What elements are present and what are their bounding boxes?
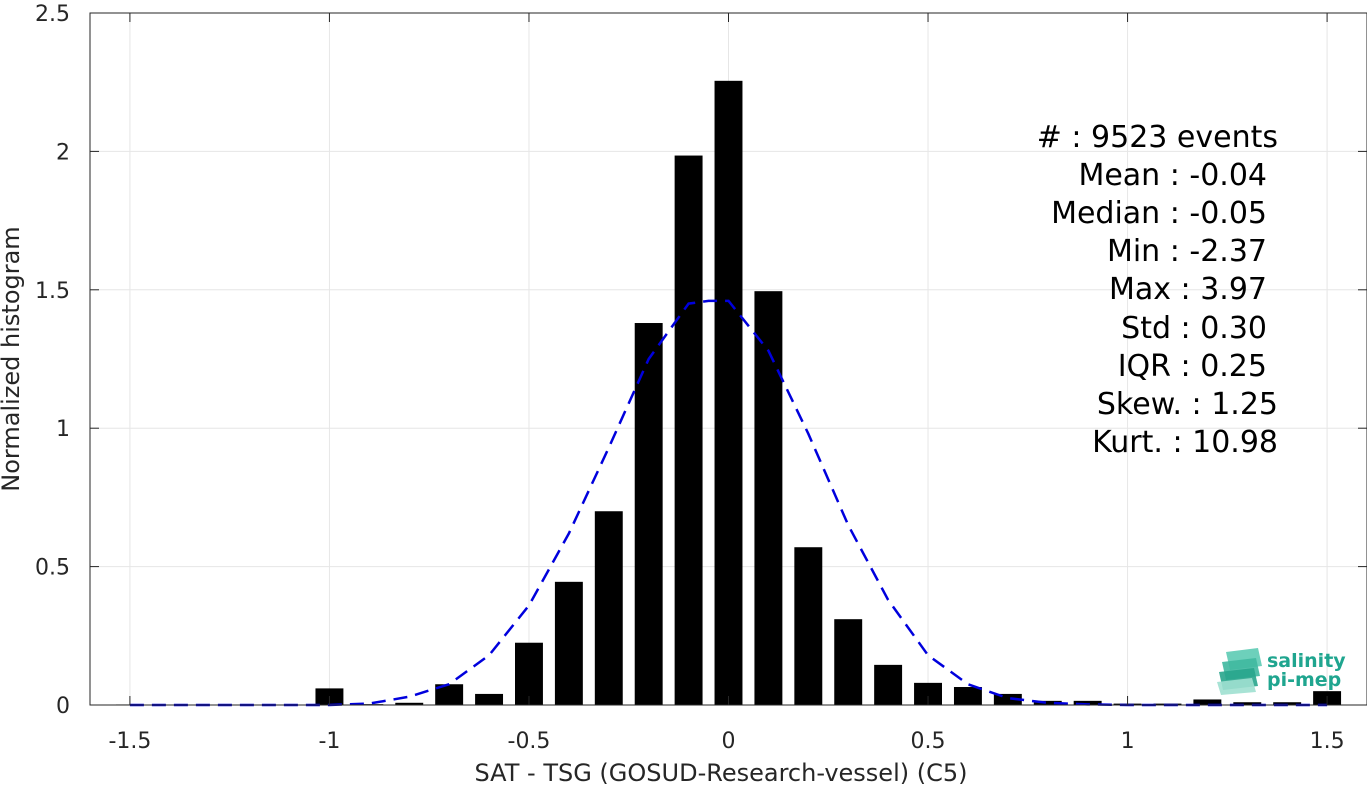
y-tick-label-1: 0.5 bbox=[35, 556, 70, 581]
y-tick-label-2: 1 bbox=[56, 417, 70, 442]
statistics-box: # : 9523 events Mean : -0.04 Median : -0… bbox=[1037, 120, 1278, 460]
bar-22 bbox=[993, 693, 1022, 705]
y-tick-labels: 0 0.5 1 1.5 2 2.5 bbox=[35, 2, 70, 719]
x-tick-label-3: 0 bbox=[722, 729, 736, 754]
wave-stack-icon bbox=[1217, 648, 1262, 695]
bar-11 bbox=[554, 581, 583, 705]
x-tick-label-4: 0.5 bbox=[911, 729, 946, 754]
bar-14 bbox=[674, 155, 703, 705]
x-tick-label-1: -1 bbox=[318, 729, 340, 754]
logo-line-1: salinity bbox=[1267, 650, 1346, 672]
bar-8 bbox=[435, 684, 464, 705]
logo-line-2: pi-mep bbox=[1267, 669, 1341, 691]
stat-median: Median : -0.05 bbox=[1051, 196, 1267, 231]
bar-16 bbox=[754, 291, 783, 705]
x-tick-label-0: -1.5 bbox=[108, 729, 151, 754]
y-tick-label-5: 2.5 bbox=[35, 2, 70, 27]
bar-23 bbox=[1033, 700, 1062, 705]
bar-27 bbox=[1193, 699, 1222, 705]
x-tick-label-5: 1 bbox=[1121, 729, 1135, 754]
bar-28 bbox=[1233, 702, 1262, 705]
stat-min: Min : -2.37 bbox=[1107, 234, 1267, 269]
bar-10 bbox=[515, 642, 543, 705]
bar-29 bbox=[1273, 702, 1302, 705]
y-tick-label-0: 0 bbox=[56, 694, 70, 719]
bar-18 bbox=[834, 619, 863, 705]
axes bbox=[89, 12, 1367, 706]
bar-24 bbox=[1073, 700, 1102, 705]
stat-max: Max : 3.97 bbox=[1109, 272, 1267, 307]
bar-20 bbox=[914, 682, 942, 705]
bar-7 bbox=[395, 702, 424, 705]
stat-events: # : 9523 events bbox=[1037, 120, 1278, 155]
y-axis-title: Normalized histogram bbox=[0, 226, 25, 491]
stat-skewness: Skew. : 1.25 bbox=[1097, 387, 1278, 422]
bar-21 bbox=[953, 687, 982, 705]
y-tick-label-4: 2 bbox=[56, 140, 70, 165]
bar-9 bbox=[475, 693, 504, 705]
x-tick-labels: -1.5 -1 -0.5 0 0.5 1 1.5 bbox=[108, 729, 1344, 754]
x-tick-label-2: -0.5 bbox=[508, 729, 551, 754]
y-tick-label-3: 1.5 bbox=[35, 279, 70, 304]
bar-17 bbox=[794, 547, 823, 705]
bar-15 bbox=[714, 80, 743, 706]
x-axis-title: SAT - TSG (GOSUD-Research-vessel) (C5) bbox=[475, 759, 968, 785]
bar-19 bbox=[874, 664, 903, 705]
bar-13 bbox=[634, 323, 663, 705]
histogram-bars bbox=[115, 80, 1342, 706]
stat-kurtosis: Kurt. : 10.98 bbox=[1092, 425, 1278, 460]
bar-12 bbox=[594, 511, 623, 705]
salinity-pi-mep-logo: salinity pi-mep bbox=[1217, 648, 1346, 695]
stat-iqr: IQR : 0.25 bbox=[1118, 349, 1267, 384]
stat-mean: Mean : -0.04 bbox=[1078, 158, 1267, 193]
stat-std: Std : 0.30 bbox=[1121, 311, 1267, 346]
x-tick-label-6: 1.5 bbox=[1310, 729, 1345, 754]
